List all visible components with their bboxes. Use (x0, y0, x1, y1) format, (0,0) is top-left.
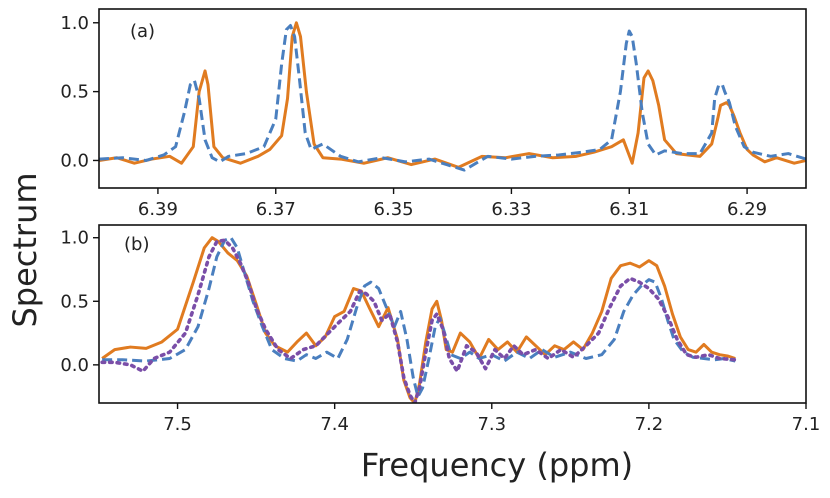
x-axis-title: Frequency (ppm) (361, 446, 633, 484)
series-line-dotted-b (100, 238, 738, 403)
series-line-dashed-b (102, 236, 736, 399)
y-axis-title: Spectrum (6, 172, 44, 327)
x-tick-label-a: 6.37 (256, 199, 296, 220)
y-tick-label-b: 0.5 (60, 291, 89, 312)
x-tick-label-a: 6.35 (374, 199, 414, 220)
y-tick-label-a: 0.0 (60, 150, 89, 171)
panel-label-b: (b) (124, 234, 149, 255)
plot-frame-a (98, 8, 807, 189)
x-tick-label-b: 7.5 (163, 414, 192, 435)
x-tick-label-b: 7.3 (477, 414, 506, 435)
x-tick-label-a: 6.31 (609, 199, 649, 220)
panel-b: 7.5 7.4 7.3 7.2 7.1 0.0 0.5 1.0 (b) (60, 224, 821, 435)
x-tick-label-b: 7.2 (635, 414, 664, 435)
y-tick-label-b: 0.0 (60, 355, 89, 376)
series-line-solid-b (101, 236, 736, 403)
y-tick-label-b: 1.0 (60, 228, 89, 249)
x-tick-label-a: 6.33 (491, 199, 531, 220)
x-tick-label-b: 7.1 (792, 414, 821, 435)
series-line-solid-a (99, 21, 806, 169)
y-tick-label-a: 1.0 (60, 13, 89, 34)
panel-label-a: (a) (130, 21, 155, 42)
plot-frame-b (98, 224, 807, 404)
y-tick-label-a: 0.5 (60, 82, 89, 103)
x-tick-label-a: 6.39 (138, 199, 178, 220)
panel-a: 6.39 6.37 6.35 6.33 6.31 6.29 0.0 0.5 1.0 (a) (60, 8, 807, 220)
x-tick-label-a: 6.29 (727, 199, 767, 220)
x-tick-label-b: 7.4 (320, 414, 349, 435)
series-line-dashed-a (99, 24, 806, 172)
